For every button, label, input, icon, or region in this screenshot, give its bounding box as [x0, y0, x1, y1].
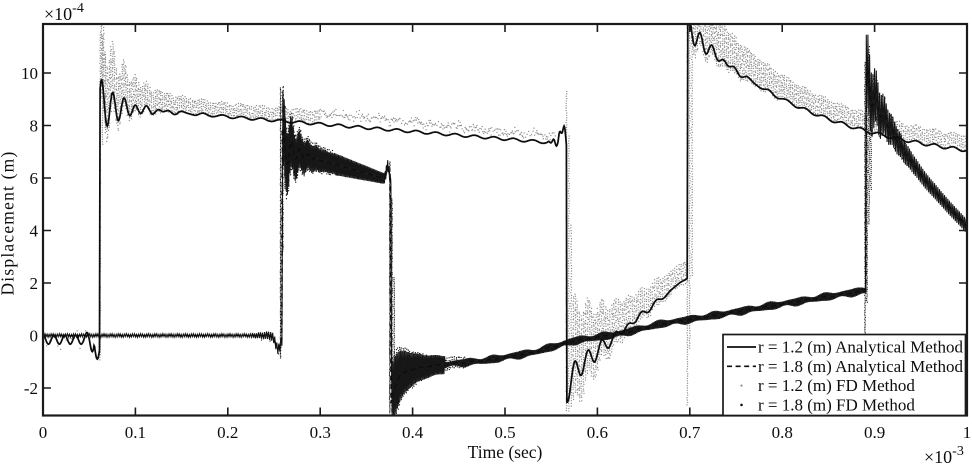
svg-text:0.1: 0.1	[125, 423, 146, 442]
svg-text:r = 1.8 (m) Analytical Method: r = 1.8 (m) Analytical Method	[758, 357, 964, 376]
svg-text:0.3: 0.3	[310, 423, 331, 442]
svg-text:-2: -2	[24, 379, 38, 398]
svg-text:0: 0	[39, 423, 48, 442]
svg-text:0.7: 0.7	[679, 423, 701, 442]
svg-text:r = 1.8 (m) FD Method: r = 1.8 (m) FD Method	[758, 395, 915, 414]
svg-text:Displacement (m): Displacement (m)	[0, 150, 18, 295]
svg-text:0.4: 0.4	[402, 423, 424, 442]
svg-text:10: 10	[21, 64, 38, 83]
svg-text:2: 2	[30, 274, 39, 293]
svg-text:Time (sec): Time (sec)	[468, 442, 543, 462]
svg-text:0.5: 0.5	[494, 423, 515, 442]
svg-text:8: 8	[30, 117, 39, 136]
svg-text:0.6: 0.6	[587, 423, 608, 442]
svg-text:1: 1	[963, 423, 972, 442]
svg-text:0: 0	[30, 327, 39, 346]
svg-text:4: 4	[30, 222, 39, 241]
svg-text:r = 1.2 (m) Analytical Method: r = 1.2 (m) Analytical Method	[758, 338, 964, 357]
svg-text:0.8: 0.8	[772, 423, 793, 442]
svg-text:0.9: 0.9	[864, 423, 885, 442]
svg-text:0.2: 0.2	[217, 423, 238, 442]
svg-text:r = 1.2 (m) FD Method: r = 1.2 (m) FD Method	[758, 376, 915, 395]
svg-text:6: 6	[30, 169, 39, 188]
